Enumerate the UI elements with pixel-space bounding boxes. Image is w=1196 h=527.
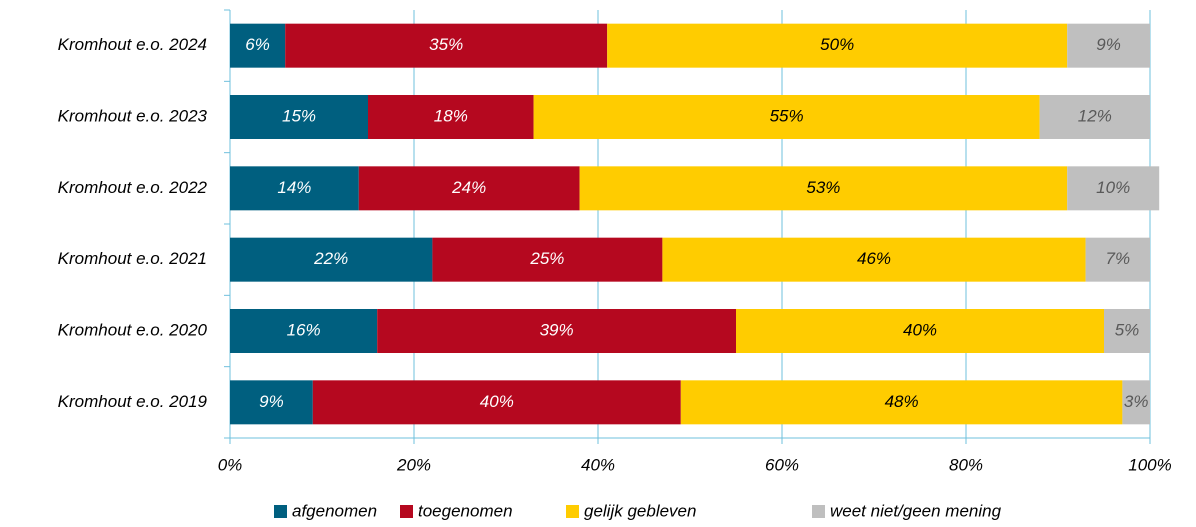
- legend-label: toegenomen: [418, 501, 513, 520]
- data-label: 24%: [451, 178, 486, 197]
- data-label: 16%: [287, 320, 321, 339]
- x-tick-label: 0%: [218, 455, 243, 474]
- y-tick-label: Kromhout e.o. 2024: [58, 35, 207, 54]
- legend-label: weet niet/geen mening: [830, 501, 1002, 520]
- bar-segment: [1067, 166, 1160, 211]
- data-label: 39%: [540, 320, 574, 339]
- bar-segment: [607, 23, 1068, 68]
- y-tick-label: Kromhout e.o. 2023: [58, 106, 208, 125]
- bar-segment: [736, 309, 1104, 353]
- bar-segment: [680, 380, 1123, 425]
- y-tick-label: Kromhout e.o. 2020: [58, 320, 208, 339]
- data-label: 9%: [259, 392, 284, 411]
- bar-segment: [230, 309, 378, 353]
- data-label: 25%: [529, 249, 564, 268]
- legend-swatch: [566, 505, 579, 518]
- bar-segment: [1104, 309, 1150, 353]
- legend-swatch: [812, 505, 825, 518]
- data-label: 9%: [1096, 35, 1121, 54]
- y-tick-label: Kromhout e.o. 2022: [58, 178, 208, 197]
- bar-segment: [377, 309, 736, 353]
- legend-label: gelijk gebleven: [584, 501, 696, 520]
- bar-segment: [230, 23, 286, 68]
- data-label: 6%: [245, 35, 270, 54]
- x-tick-label: 40%: [581, 455, 615, 474]
- y-tick-label: Kromhout e.o. 2019: [58, 392, 208, 411]
- bar-segment: [230, 95, 368, 139]
- data-label: 46%: [857, 249, 891, 268]
- data-label: 53%: [806, 178, 840, 197]
- legend-label: afgenomen: [292, 501, 377, 520]
- bar-segment: [230, 237, 433, 282]
- bar-segment: [1085, 237, 1150, 282]
- bar-segment: [1067, 23, 1150, 68]
- bar-segment: [358, 166, 580, 211]
- y-tick-label: Kromhout e.o. 2021: [58, 249, 207, 268]
- bar-segment: [533, 95, 1040, 139]
- bar-segment: [432, 237, 663, 282]
- x-tick-label: 20%: [396, 455, 431, 474]
- legend-swatch: [274, 505, 287, 518]
- legend-swatch: [400, 505, 413, 518]
- bar-segment: [285, 23, 608, 68]
- data-label: 10%: [1096, 178, 1130, 197]
- x-tick-label: 80%: [949, 455, 983, 474]
- bar-segment: [230, 380, 313, 425]
- data-label: 40%: [903, 320, 937, 339]
- bar-segment: [312, 380, 681, 425]
- data-label: 7%: [1106, 249, 1131, 268]
- data-label: 35%: [429, 35, 463, 54]
- data-label: 48%: [885, 392, 919, 411]
- data-label: 14%: [277, 178, 311, 197]
- data-label: 22%: [313, 249, 348, 268]
- x-tick-label: 60%: [765, 455, 799, 474]
- bar-segment: [579, 166, 1068, 211]
- bar-segment: [662, 237, 1086, 282]
- data-label: 40%: [480, 392, 514, 411]
- bar-segment: [1122, 380, 1150, 425]
- bar-segment: [368, 95, 534, 139]
- data-label: 50%: [820, 35, 854, 54]
- data-label: 55%: [770, 106, 804, 125]
- x-tick-label: 100%: [1128, 455, 1171, 474]
- bar-segment: [1039, 95, 1150, 139]
- data-label: 15%: [282, 106, 316, 125]
- data-label: 3%: [1124, 392, 1149, 411]
- bar-segment: [230, 166, 359, 211]
- data-label: 12%: [1078, 106, 1112, 125]
- data-label: 5%: [1115, 320, 1140, 339]
- data-label: 18%: [434, 106, 468, 125]
